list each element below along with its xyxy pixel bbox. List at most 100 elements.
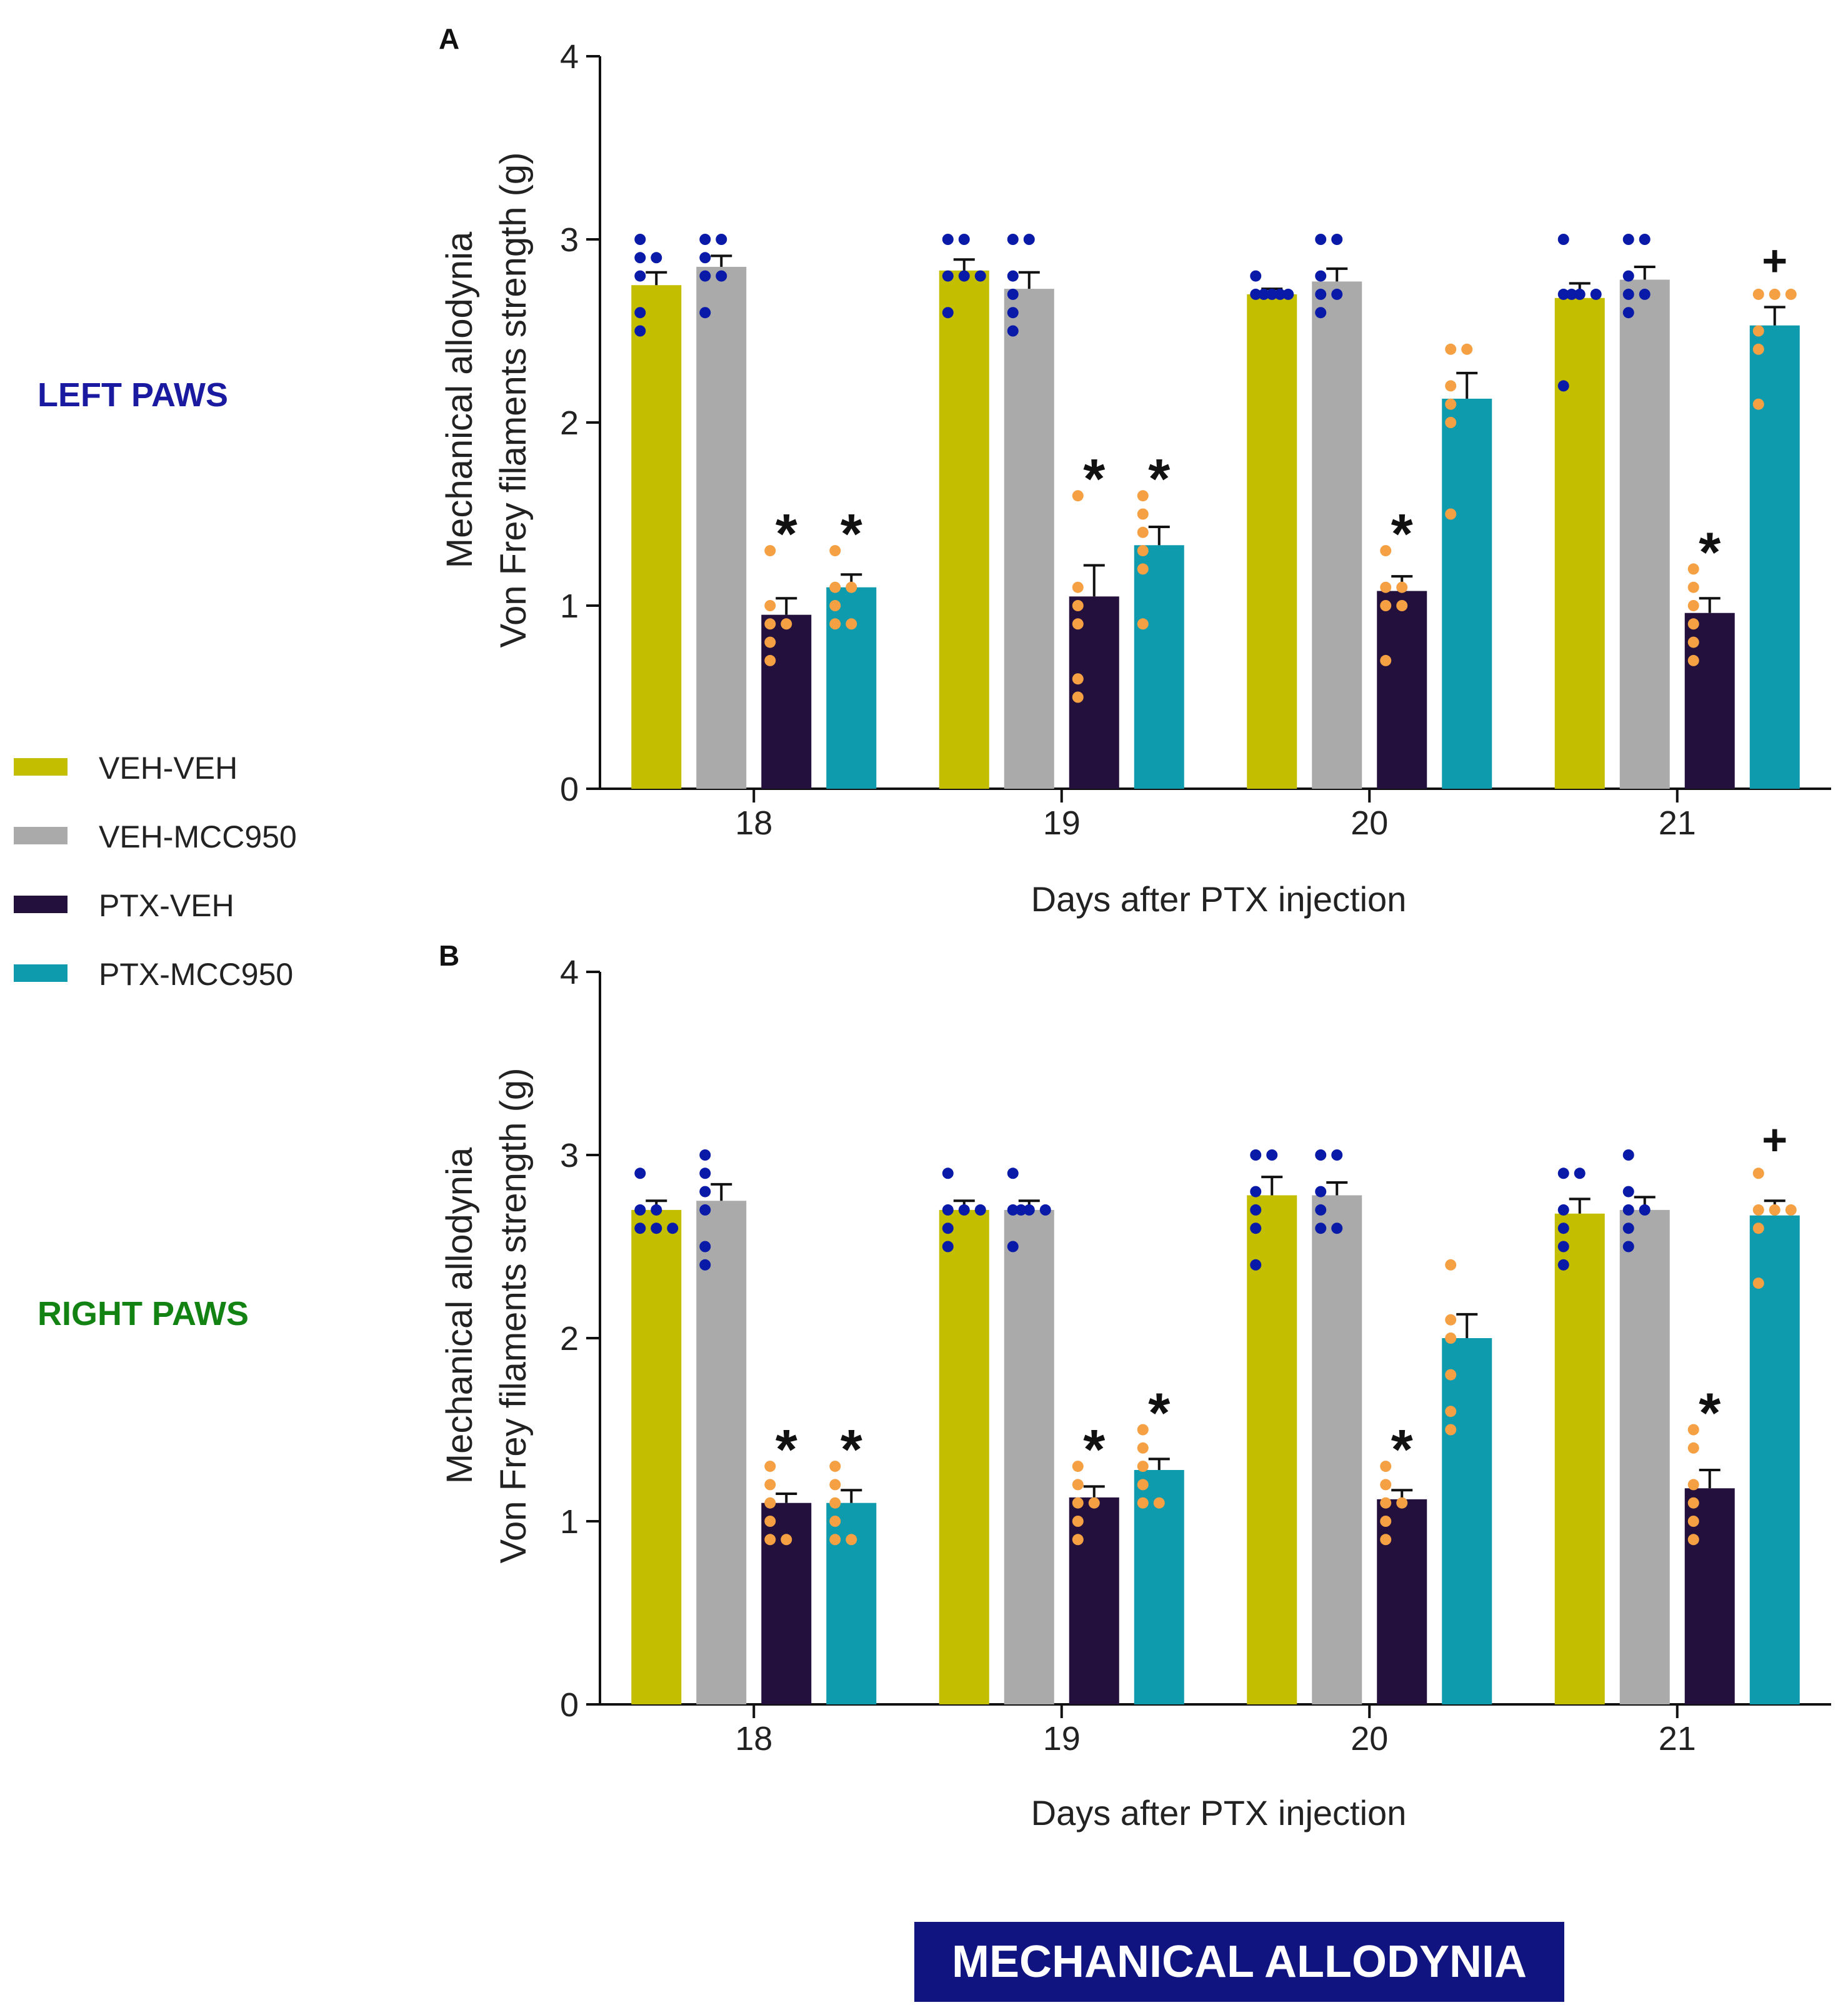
- bar: [1619, 1209, 1670, 1704]
- data-point: [1445, 1259, 1457, 1271]
- data-point: [829, 545, 841, 557]
- data-point: [1445, 417, 1457, 428]
- data-point: [1331, 234, 1343, 245]
- data-point: [764, 1497, 776, 1509]
- data-point: [829, 618, 841, 630]
- data-point: [1137, 563, 1149, 575]
- data-point: [1250, 288, 1262, 300]
- data-point: [1137, 1461, 1149, 1472]
- data-point: [716, 234, 727, 245]
- data-point: [1331, 1222, 1343, 1234]
- data-point: [1590, 288, 1602, 300]
- data-point: [1622, 1222, 1634, 1234]
- data-point: [1445, 398, 1457, 410]
- data-point: [958, 234, 970, 245]
- data-point: [829, 1534, 841, 1546]
- data-point: [699, 1168, 711, 1179]
- x-tick-label: 20: [1351, 1720, 1388, 1758]
- data-point: [1557, 1204, 1569, 1216]
- data-point: [1769, 1204, 1781, 1216]
- data-point: [1007, 288, 1019, 300]
- bar: [1247, 294, 1297, 789]
- significance-asterisk: *: [1699, 1382, 1721, 1445]
- significance-asterisk: *: [1083, 1419, 1105, 1481]
- data-point: [1639, 1204, 1651, 1216]
- data-point: [1622, 288, 1634, 300]
- data-point: [1687, 1424, 1699, 1436]
- panel-b-letter: B: [439, 939, 459, 972]
- data-point: [1007, 1168, 1019, 1179]
- legend: VEH-VEH VEH-MCC950 PTX-VEH PTX-MCC950: [14, 751, 297, 992]
- data-point: [1752, 398, 1764, 410]
- bar: [1619, 279, 1670, 789]
- data-point: [1315, 1186, 1327, 1198]
- data-point: [781, 618, 792, 630]
- data-point: [829, 1497, 841, 1509]
- data-point: [1007, 234, 1019, 245]
- data-point: [1072, 691, 1084, 703]
- data-point: [846, 618, 857, 630]
- data-point: [1250, 1222, 1262, 1234]
- data-point: [1445, 1424, 1457, 1436]
- data-point: [651, 1222, 662, 1234]
- data-point: [1445, 380, 1457, 392]
- panel-a-y-label-line2: Von Frey filaments strength (g): [493, 152, 534, 648]
- data-point: [1315, 307, 1327, 319]
- data-point: [1557, 1259, 1569, 1271]
- data-point: [1574, 288, 1586, 300]
- x-tick-label: 19: [1043, 804, 1081, 842]
- y-tick-label: 4: [560, 38, 579, 76]
- y-tick-label: 2: [560, 404, 579, 442]
- data-point: [699, 270, 711, 282]
- data-point: [1687, 600, 1699, 611]
- data-point: [1380, 1516, 1392, 1527]
- data-point: [942, 1241, 954, 1252]
- data-point: [764, 1479, 776, 1491]
- legend-swatch-veh-mcc950: [14, 827, 67, 844]
- data-point: [974, 1204, 986, 1216]
- bar: [1004, 289, 1054, 789]
- bar: [1442, 1338, 1492, 1704]
- data-point: [634, 1204, 646, 1216]
- data-point: [1687, 1534, 1699, 1546]
- data-point: [1072, 673, 1084, 685]
- data-point: [1007, 1204, 1019, 1216]
- banner-background: [914, 1922, 1564, 2002]
- data-point: [667, 1222, 679, 1234]
- data-point: [1769, 288, 1781, 300]
- data-point: [1687, 1516, 1699, 1527]
- data-point: [1137, 545, 1149, 557]
- data-point: [1315, 234, 1327, 245]
- significance-asterisk: *: [1699, 521, 1721, 584]
- bar: [939, 270, 989, 789]
- data-point: [1445, 1314, 1457, 1326]
- left-paws-label: LEFT PAWS: [37, 376, 228, 414]
- data-point: [1557, 234, 1569, 245]
- data-point: [1445, 508, 1457, 520]
- data-point: [1282, 288, 1294, 300]
- bar: [1749, 325, 1800, 789]
- bar: [826, 587, 877, 789]
- bar: [1312, 1195, 1362, 1704]
- data-point: [1687, 636, 1699, 648]
- data-point: [699, 307, 711, 319]
- data-point: [1557, 1241, 1569, 1252]
- data-point: [1557, 380, 1569, 392]
- y-tick-label: 3: [560, 221, 579, 259]
- x-tick-label: 21: [1659, 1720, 1696, 1758]
- data-point: [634, 234, 646, 245]
- significance-plus: +: [1762, 236, 1787, 285]
- panel-b-plot-area: 0 1 2 3 4 18 * * 19 * * 20 * 21 * +: [560, 954, 1831, 1758]
- bar: [1442, 398, 1492, 789]
- data-point: [1072, 490, 1084, 502]
- panel-b-y-label-line2: Von Frey filaments strength (g): [493, 1068, 534, 1564]
- data-point: [1072, 1534, 1084, 1546]
- data-point: [1015, 1204, 1027, 1216]
- data-point: [1250, 1259, 1262, 1271]
- data-point: [1687, 654, 1699, 666]
- x-tick-label: 20: [1351, 804, 1388, 842]
- bar: [696, 1201, 747, 1704]
- data-point: [1622, 1241, 1634, 1252]
- panel-a-y-axis-label: Mechanical allodynia Von Frey filaments …: [439, 152, 534, 648]
